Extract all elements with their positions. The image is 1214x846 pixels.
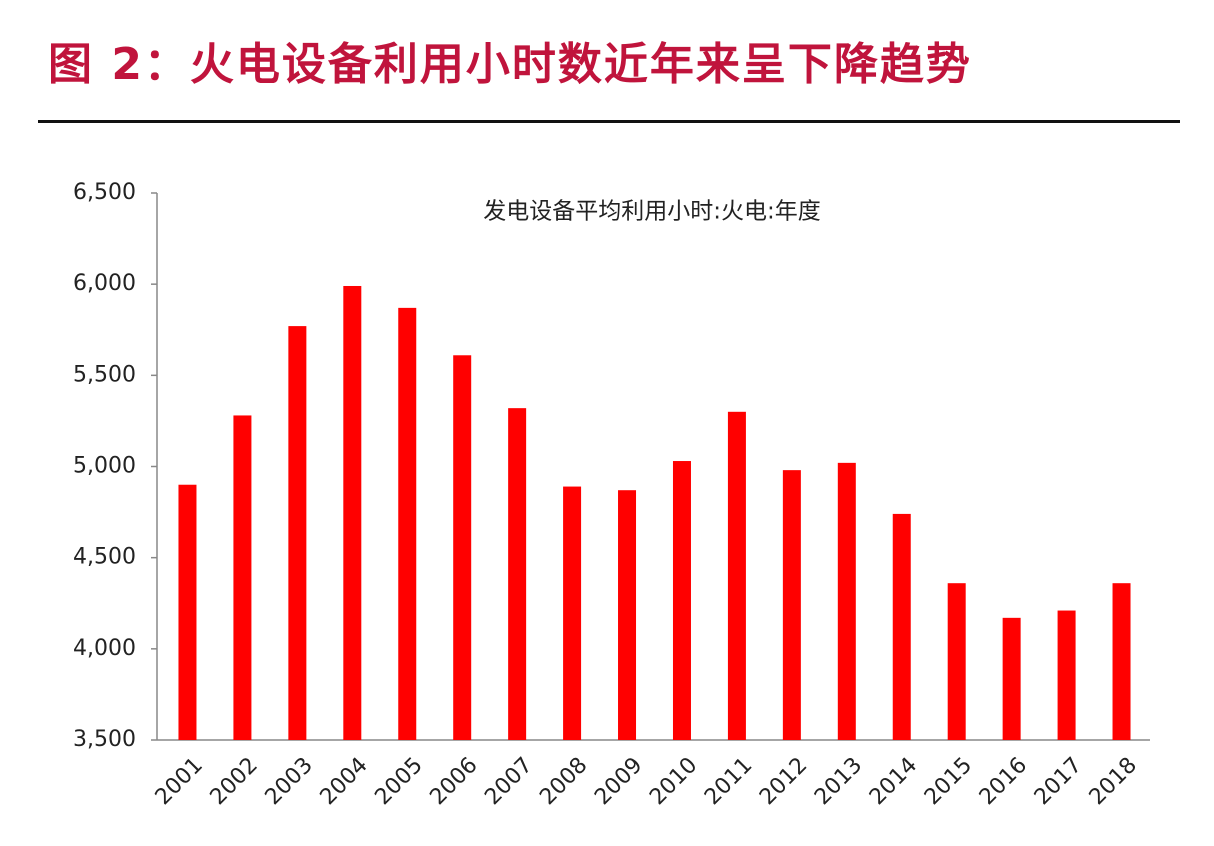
bar <box>892 513 911 740</box>
bar <box>782 470 801 740</box>
x-tick-label: 2016 <box>975 753 1032 810</box>
bar <box>343 285 362 740</box>
x-tick-label: 2005 <box>370 753 427 810</box>
y-tick-label: 4,500 <box>73 545 136 570</box>
y-tick-label: 5,000 <box>73 454 136 479</box>
y-tick-label: 5,500 <box>73 362 136 387</box>
y-tick-label: 6,000 <box>73 271 136 296</box>
figure-heading: 图 2：火电设备利用小时数近年来呈下降趋势 <box>48 39 972 90</box>
x-tick-label: 2008 <box>535 753 592 810</box>
bar <box>837 462 856 740</box>
y-tick-label: 3,500 <box>73 727 136 752</box>
bar <box>618 490 637 740</box>
bar <box>1112 583 1131 740</box>
heading-rule <box>38 120 1180 123</box>
x-tick-label: 2007 <box>480 753 537 810</box>
bar <box>453 355 472 740</box>
bar <box>727 411 746 740</box>
x-tick-label: 2015 <box>920 753 977 810</box>
bar <box>398 307 417 740</box>
x-tick-label: 2006 <box>425 753 482 810</box>
y-tick-label: 6,500 <box>73 180 136 205</box>
bar <box>508 408 527 740</box>
x-tick-label: 2009 <box>590 753 647 810</box>
x-tick-label: 2002 <box>206 753 263 810</box>
bar <box>1002 617 1021 740</box>
x-tick-label: 2004 <box>316 753 373 810</box>
bar <box>563 486 582 740</box>
y-tick-label: 4,000 <box>73 636 136 661</box>
x-tick-label: 2011 <box>700 753 757 810</box>
x-tick-label: 2010 <box>645 753 702 810</box>
x-tick-label: 2014 <box>865 753 922 810</box>
bar <box>233 415 252 740</box>
x-tick-label: 2003 <box>261 753 318 810</box>
x-tick-label: 2018 <box>1085 753 1142 810</box>
bar <box>288 326 307 740</box>
bar <box>178 484 197 740</box>
x-tick-label: 2012 <box>755 753 812 810</box>
bar <box>947 583 966 740</box>
chart-title: 发电设备平均利用小时:火电:年度 <box>483 199 821 225</box>
bar <box>1057 610 1076 740</box>
bar <box>672 461 691 740</box>
x-tick-label: 2013 <box>810 753 867 810</box>
x-tick-label: 2001 <box>151 753 208 810</box>
x-tick-label: 2017 <box>1030 753 1087 810</box>
